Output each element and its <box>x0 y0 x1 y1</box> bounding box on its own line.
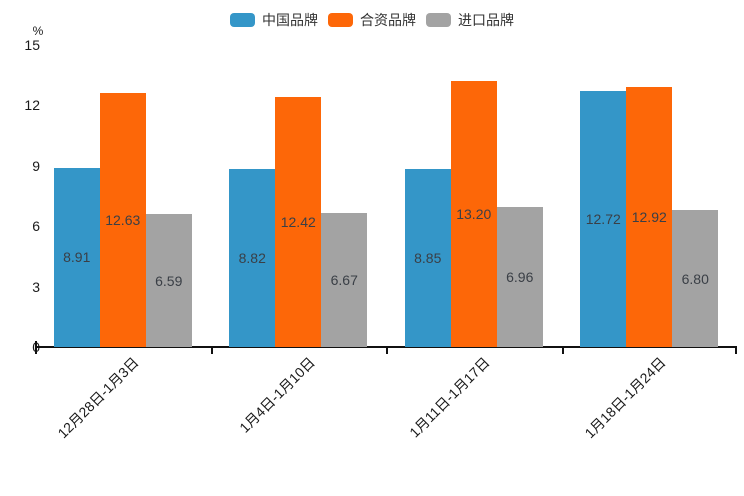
legend-swatch-icon <box>230 13 255 27</box>
bar-value-label: 8.91 <box>63 249 91 266</box>
legend-swatch-icon <box>426 13 451 27</box>
legend-item-2[interactable]: 进口品牌 <box>426 11 514 29</box>
y-axis-tick-label: 15 <box>24 37 40 53</box>
bar-value-label: 6.59 <box>155 272 183 289</box>
bar-value-label: 6.67 <box>330 271 358 288</box>
y-axis-tick-label: 6 <box>32 218 40 235</box>
bar-series2-group2[interactable]: 6.96 <box>496 206 543 347</box>
bar-series1-group3[interactable]: 12.92 <box>626 86 673 347</box>
bar-series1-group1[interactable]: 12.42 <box>275 96 322 347</box>
legend-item-label: 中国品牌 <box>262 12 318 28</box>
bar-series2-group0[interactable]: 6.59 <box>145 214 192 347</box>
x-axis-category-label: 1月11日-1月17日 <box>406 354 494 441</box>
x-axis-category-label: 12月28日-1月3日 <box>54 354 143 442</box>
bar-value-label: 8.82 <box>238 250 266 267</box>
bar-series0-group1[interactable]: 8.82 <box>229 169 276 347</box>
bar-series1-group0[interactable]: 12.63 <box>99 92 146 347</box>
x-axis-tick <box>735 348 737 354</box>
legend-item-0[interactable]: 中国品牌 <box>230 11 318 29</box>
bar-value-label: 8.85 <box>414 249 442 266</box>
chart-legend: 中国品牌 合资品牌 进口品牌 <box>0 8 744 32</box>
y-axis-tick-label: 3 <box>32 278 40 295</box>
x-axis-category-label: 1月4日-1月10日 <box>235 354 318 436</box>
bar-value-label: 13.20 <box>456 206 492 223</box>
y-axis-tick-label: 12 <box>24 97 40 114</box>
bar-value-label: 6.96 <box>506 268 534 285</box>
bar-value-label: 12.72 <box>585 210 621 227</box>
bar-series0-group2[interactable]: 8.85 <box>404 168 451 347</box>
bar-value-label: 6.80 <box>681 270 709 287</box>
bar-value-label: 12.63 <box>105 211 141 228</box>
y-axis-tick-label: 9 <box>32 157 40 174</box>
x-axis-category-label: 1月18日-1月24日 <box>581 354 669 442</box>
bar-value-label: 12.42 <box>280 213 316 230</box>
bar-series1-group2[interactable]: 13.20 <box>450 81 497 347</box>
legend-item-label: 合资品牌 <box>360 12 416 28</box>
x-axis-tick <box>561 348 564 354</box>
y-axis-corner-tick <box>35 341 37 346</box>
bar-value-label: 12.92 <box>631 208 667 225</box>
legend-item-1[interactable]: 合资品牌 <box>328 11 416 29</box>
bar-series0-group3[interactable]: 12.72 <box>580 90 627 347</box>
bar-series2-group1[interactable]: 6.67 <box>321 212 368 347</box>
x-axis-tick <box>210 348 213 354</box>
bar-series0-group0[interactable]: 8.91 <box>53 167 100 347</box>
x-axis-tick <box>35 348 37 354</box>
y-axis-unit-label: % <box>32 24 44 38</box>
bar-series2-group3[interactable]: 6.80 <box>672 210 719 347</box>
legend-item-label: 进口品牌 <box>458 12 514 28</box>
legend-swatch-icon <box>328 13 353 27</box>
x-axis-line <box>35 346 737 348</box>
x-axis-tick <box>386 348 388 354</box>
